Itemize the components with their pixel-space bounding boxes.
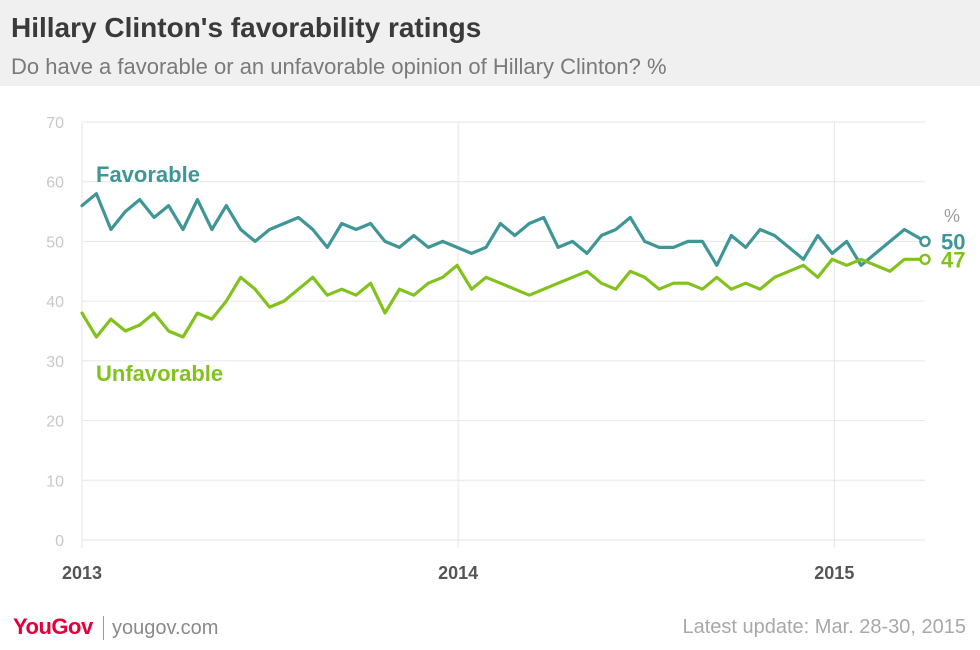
line-chart: 0 10 20 30 40 50 60 70 2013 2014 2015% 50 Favorable 4…: [46, 115, 965, 583]
x-tick-label: 2014: [438, 563, 478, 583]
end-marker-favorable: [919, 235, 931, 248]
x-tick-label: 2013: [62, 563, 102, 583]
legend-unfavorable: Unfavorable: [96, 361, 223, 386]
legend-favorable: Favorable: [96, 162, 200, 187]
series-line-unfavorable: [80, 257, 927, 339]
footer-url[interactable]: yougov.com: [112, 617, 219, 639]
unit-label: %: [944, 206, 960, 226]
latest-update: Latest update: Mar. 28-30, 2015: [682, 616, 966, 638]
y-tick-label: 0: [55, 533, 64, 550]
x-tick-label: 2015: [814, 563, 854, 583]
end-marker-unfavorable: [919, 253, 931, 266]
chart-title: Hillary Clinton's favorability ratings: [11, 12, 482, 43]
y-tick-label: 10: [46, 473, 64, 490]
y-tick-label: 50: [46, 234, 64, 251]
header-band: Hillary Clinton's favorability ratings D…: [0, 0, 980, 86]
y-tick-label: 70: [46, 115, 64, 132]
y-tick-label: 40: [46, 294, 64, 311]
series-line-favorable: [80, 192, 927, 267]
y-tick-label: 60: [46, 175, 64, 192]
end-value-favorable: 50: [941, 229, 965, 254]
y-tick-label: 20: [46, 414, 64, 431]
y-tick-label: 30: [46, 354, 64, 371]
chart-subtitle: Do have a favorable or an unfavorable op…: [11, 54, 667, 79]
end-value-unfavorable: 47: [941, 247, 965, 272]
footer-divider: [103, 616, 104, 640]
yougov-logo: YouGov: [13, 614, 93, 639]
